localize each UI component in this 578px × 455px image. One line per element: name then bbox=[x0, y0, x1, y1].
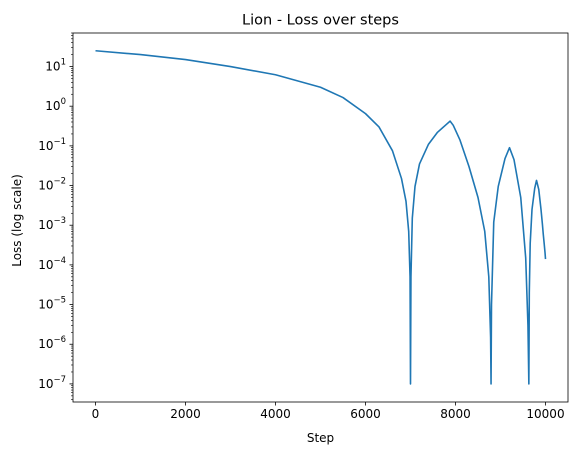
y-tick-label: 10−4 bbox=[38, 256, 66, 272]
series-line bbox=[95, 49, 547, 385]
y-tick-label: 10−2 bbox=[38, 177, 66, 193]
y-tick-label: 10−6 bbox=[38, 335, 66, 351]
y-tick-label: 101 bbox=[45, 58, 66, 74]
x-tick-label: 8000 bbox=[440, 407, 471, 421]
y-tick-label: 10−3 bbox=[38, 216, 66, 232]
y-axis-label: Loss (log scale) bbox=[10, 174, 24, 267]
plot-frame bbox=[72, 32, 569, 403]
x-axis-ticks: 0 2000 4000 6000 8000 10000 bbox=[92, 402, 565, 421]
y-tick-label: 10−1 bbox=[38, 137, 66, 153]
chart-title: Lion - Loss over steps bbox=[242, 13, 399, 29]
x-axis-label: Step bbox=[307, 431, 334, 445]
y-tick-label: 100 bbox=[45, 97, 66, 113]
x-tick-label: 4000 bbox=[260, 407, 291, 421]
x-tick-label: 6000 bbox=[350, 407, 381, 421]
y-tick-label: 10−5 bbox=[38, 296, 66, 312]
loss-series bbox=[95, 49, 547, 385]
y-axis-ticks: 10−7 10−6 10−5 10−4 10−3 10−2 10−1 100 101 bbox=[38, 32, 73, 400]
x-tick-label: 2000 bbox=[170, 407, 201, 421]
x-tick-label: 0 bbox=[92, 407, 100, 421]
x-tick-label: 10000 bbox=[526, 407, 564, 421]
y-tick-label: 10−7 bbox=[38, 375, 66, 391]
